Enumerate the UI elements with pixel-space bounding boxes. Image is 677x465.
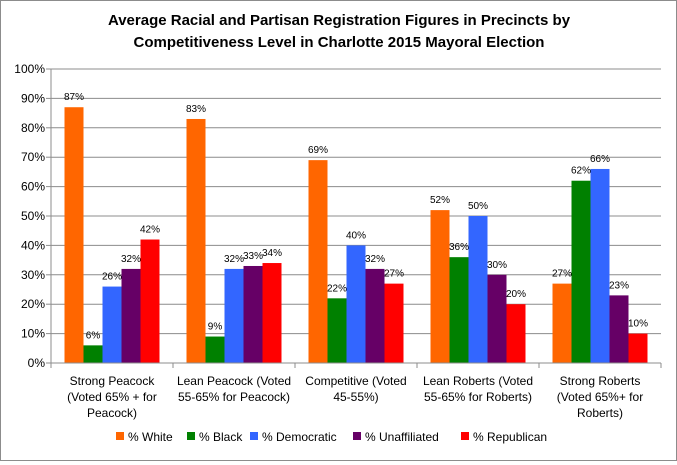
legend: % White % Black % Democratic % Unaffiliated… <box>116 430 547 444</box>
bar <box>205 336 225 363</box>
bar <box>64 107 84 363</box>
y-tick-label: 80% <box>21 121 45 135</box>
chart-title: Average Racial and Partisan Registration… <box>108 12 571 51</box>
bar <box>262 263 282 363</box>
category-label-line: 55-65% for Roberts) <box>424 390 532 404</box>
category-label-line: Roberts) <box>577 406 623 420</box>
bar <box>384 283 404 363</box>
data-label: 6% <box>86 330 101 341</box>
bar <box>83 345 103 363</box>
legend-swatch <box>116 432 124 440</box>
chart-title-line: Average Racial and Partisan Registration… <box>108 12 571 29</box>
category-label-line: Competitive (Voted <box>305 374 406 388</box>
x-axis-category-labels: Strong Peacock (Voted 65% + for Peacock) Le… <box>67 374 643 420</box>
y-tick-label: 20% <box>21 297 45 311</box>
data-label: 27% <box>384 269 404 280</box>
data-labels: 87%6%26%32%42%83%9%32%33%34%69%22%40%32%… <box>64 92 648 341</box>
data-label: 10% <box>628 319 648 330</box>
y-tick-label: 60% <box>21 180 45 194</box>
bar <box>468 216 488 363</box>
legend-swatch <box>250 432 258 440</box>
data-label: 50% <box>468 201 488 212</box>
data-label: 34% <box>262 248 282 259</box>
y-tick-label: 100% <box>14 62 45 76</box>
category-label-line: Strong Roberts <box>560 374 641 388</box>
category-label-line: Strong Peacock <box>70 374 156 388</box>
bar <box>487 274 507 363</box>
bar <box>609 295 629 363</box>
y-tick-label: 40% <box>21 238 45 252</box>
bar <box>308 160 328 363</box>
bar <box>121 268 141 363</box>
bar <box>102 286 122 363</box>
data-label: 32% <box>365 254 385 265</box>
category-label-line: (Voted 65% + for <box>67 390 157 404</box>
bar <box>552 283 572 363</box>
category-label-line: Lean Peacock (Voted <box>177 374 291 388</box>
bars <box>64 107 648 363</box>
bar <box>140 239 160 363</box>
bar <box>186 118 206 363</box>
bar <box>506 304 526 363</box>
bar <box>571 180 591 363</box>
data-label: 33% <box>243 251 263 262</box>
data-label: 69% <box>308 145 328 156</box>
bar <box>346 245 366 363</box>
y-tick-label: 50% <box>21 209 45 223</box>
y-tick-label: 70% <box>21 150 45 164</box>
data-label: 87% <box>64 92 84 103</box>
data-label: 40% <box>346 230 366 241</box>
y-tick-label: 30% <box>21 268 45 282</box>
bar <box>365 268 385 363</box>
bar <box>243 265 263 363</box>
data-label: 22% <box>327 283 347 294</box>
category-label-line: Lean Roberts (Voted <box>423 374 533 388</box>
y-axis-tick-labels: 0% 10% 20% 30% 40% 50% 60% 70% 80% 90% 100% <box>14 62 45 370</box>
data-label: 66% <box>590 154 610 165</box>
bar <box>430 210 450 363</box>
data-label: 83% <box>186 104 206 115</box>
y-tick-label: 90% <box>21 91 45 105</box>
bar <box>327 298 347 363</box>
category-label-line: (Voted 65%+ for <box>557 390 643 404</box>
legend-swatch <box>461 432 469 440</box>
bar <box>628 333 648 363</box>
legend-label: % Unaffiliated <box>365 430 439 444</box>
category-label-line: 45-55%) <box>333 390 378 404</box>
bar <box>449 257 469 363</box>
legend-label: % Black <box>199 430 243 444</box>
data-label: 52% <box>430 195 450 206</box>
data-label: 62% <box>571 166 591 177</box>
category-label-line: Peacock) <box>87 406 137 420</box>
legend-label: % Republican <box>473 430 547 444</box>
y-tick-label: 0% <box>28 356 46 370</box>
legend-swatch <box>353 432 361 440</box>
data-label: 32% <box>224 254 244 265</box>
data-label: 42% <box>140 225 160 236</box>
legend-swatch <box>187 432 195 440</box>
category-label-line: 55-65% for Peacock) <box>178 390 290 404</box>
bar <box>590 168 610 363</box>
data-label: 23% <box>609 280 629 291</box>
axes <box>50 69 662 368</box>
bar <box>224 268 244 363</box>
data-label: 36% <box>449 242 469 253</box>
y-tick-label: 10% <box>21 327 45 341</box>
data-label: 27% <box>552 269 572 280</box>
data-label: 30% <box>487 260 507 271</box>
legend-label: % White <box>128 430 173 444</box>
legend-label: % Democratic <box>262 430 337 444</box>
data-label: 9% <box>208 322 223 333</box>
data-label: 32% <box>121 254 141 265</box>
data-label: 26% <box>102 272 122 283</box>
chart-title-line: Competitiveness Level in Charlotte 2015 … <box>134 34 545 51</box>
data-label: 20% <box>506 289 526 300</box>
